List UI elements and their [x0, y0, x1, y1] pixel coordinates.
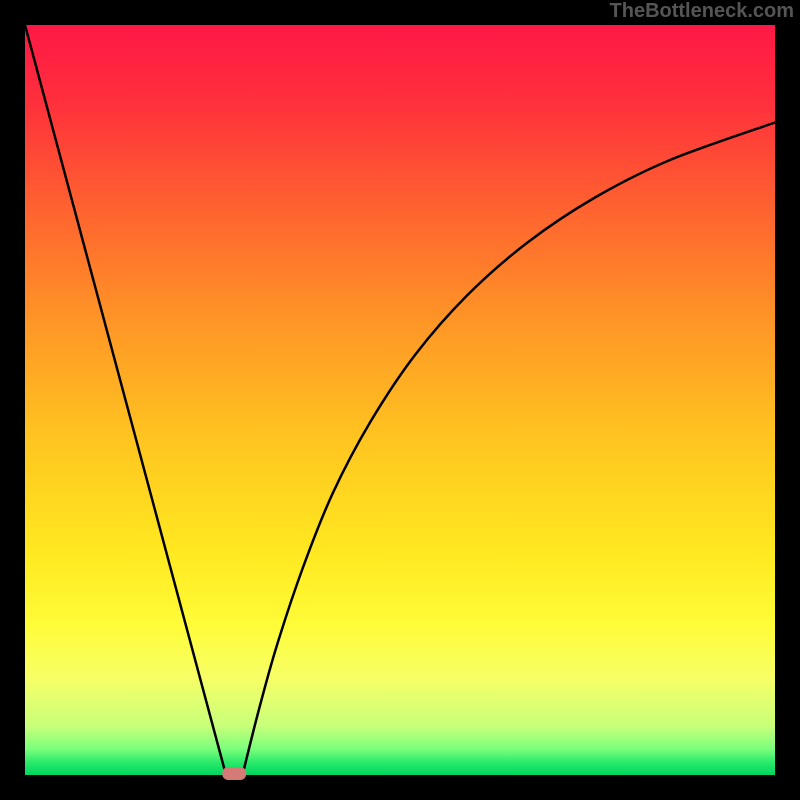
chart-container: TheBottleneck.com [0, 0, 800, 800]
gradient-background [25, 25, 775, 775]
bottleneck-chart [0, 0, 800, 800]
optimal-point-marker [222, 767, 246, 780]
attribution-text: TheBottleneck.com [610, 0, 794, 23]
